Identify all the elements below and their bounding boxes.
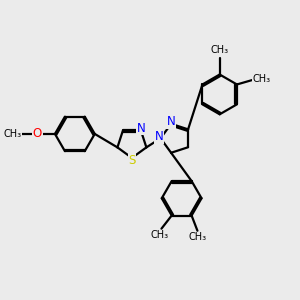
Text: O: O [33,127,42,140]
Text: CH₃: CH₃ [211,45,229,55]
Text: CH₃: CH₃ [189,232,207,242]
Text: N: N [136,122,145,134]
Text: CH₃: CH₃ [4,129,22,139]
Text: N: N [155,130,164,143]
Text: S: S [128,154,136,167]
Text: CH₃: CH₃ [150,230,169,240]
Text: N: N [167,115,176,128]
Text: CH₃: CH₃ [252,74,271,85]
